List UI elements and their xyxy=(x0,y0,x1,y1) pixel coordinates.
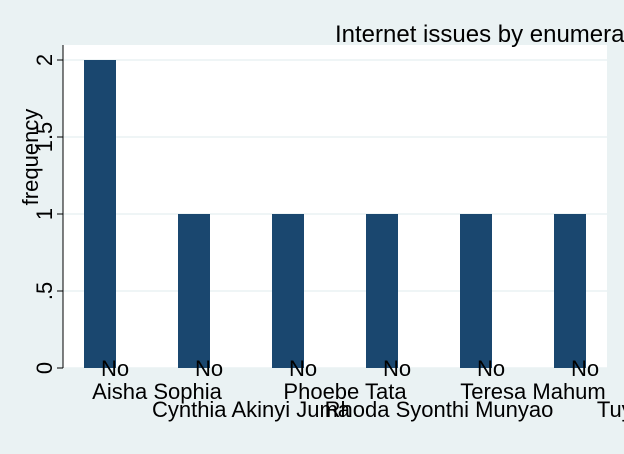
x-category-label: Teresa Mahum xyxy=(460,379,606,404)
bar xyxy=(84,60,116,368)
chart-title: Internet issues by enumera xyxy=(335,21,624,48)
bar xyxy=(178,214,210,368)
y-tick-label: 1 xyxy=(32,208,57,220)
y-tick-label: .5 xyxy=(32,282,57,300)
y-axis-ticks: 0 .5 1 1.5 2 xyxy=(32,54,63,374)
x-group-label: No xyxy=(195,356,223,381)
y-axis-title: frequency xyxy=(18,109,43,206)
x-category-label: Cynthia Akinyi Juma xyxy=(152,397,351,422)
bar xyxy=(460,214,492,368)
x-category-label: Tuyab xyxy=(597,397,624,422)
x-group-label: No xyxy=(477,356,505,381)
plot-background xyxy=(63,45,607,368)
bar xyxy=(272,214,304,368)
x-group-label: No xyxy=(289,356,317,381)
x-category-label: Phoebe Tata xyxy=(283,379,407,404)
y-tick-label: 1.5 xyxy=(32,122,57,153)
y-tick-label: 2 xyxy=(32,54,57,66)
y-tick-label: 0 xyxy=(32,362,57,374)
bars xyxy=(84,60,586,368)
x-category-label: Aisha Sophia xyxy=(92,379,222,404)
bar xyxy=(366,214,398,368)
x-group-label: No xyxy=(571,356,599,381)
bar xyxy=(554,214,586,368)
gridlines xyxy=(63,59,607,369)
x-group-label: No xyxy=(383,356,411,381)
x-category-label: Rhoda Syonthi Munyao xyxy=(325,397,554,422)
x-group-label: No xyxy=(101,356,129,381)
